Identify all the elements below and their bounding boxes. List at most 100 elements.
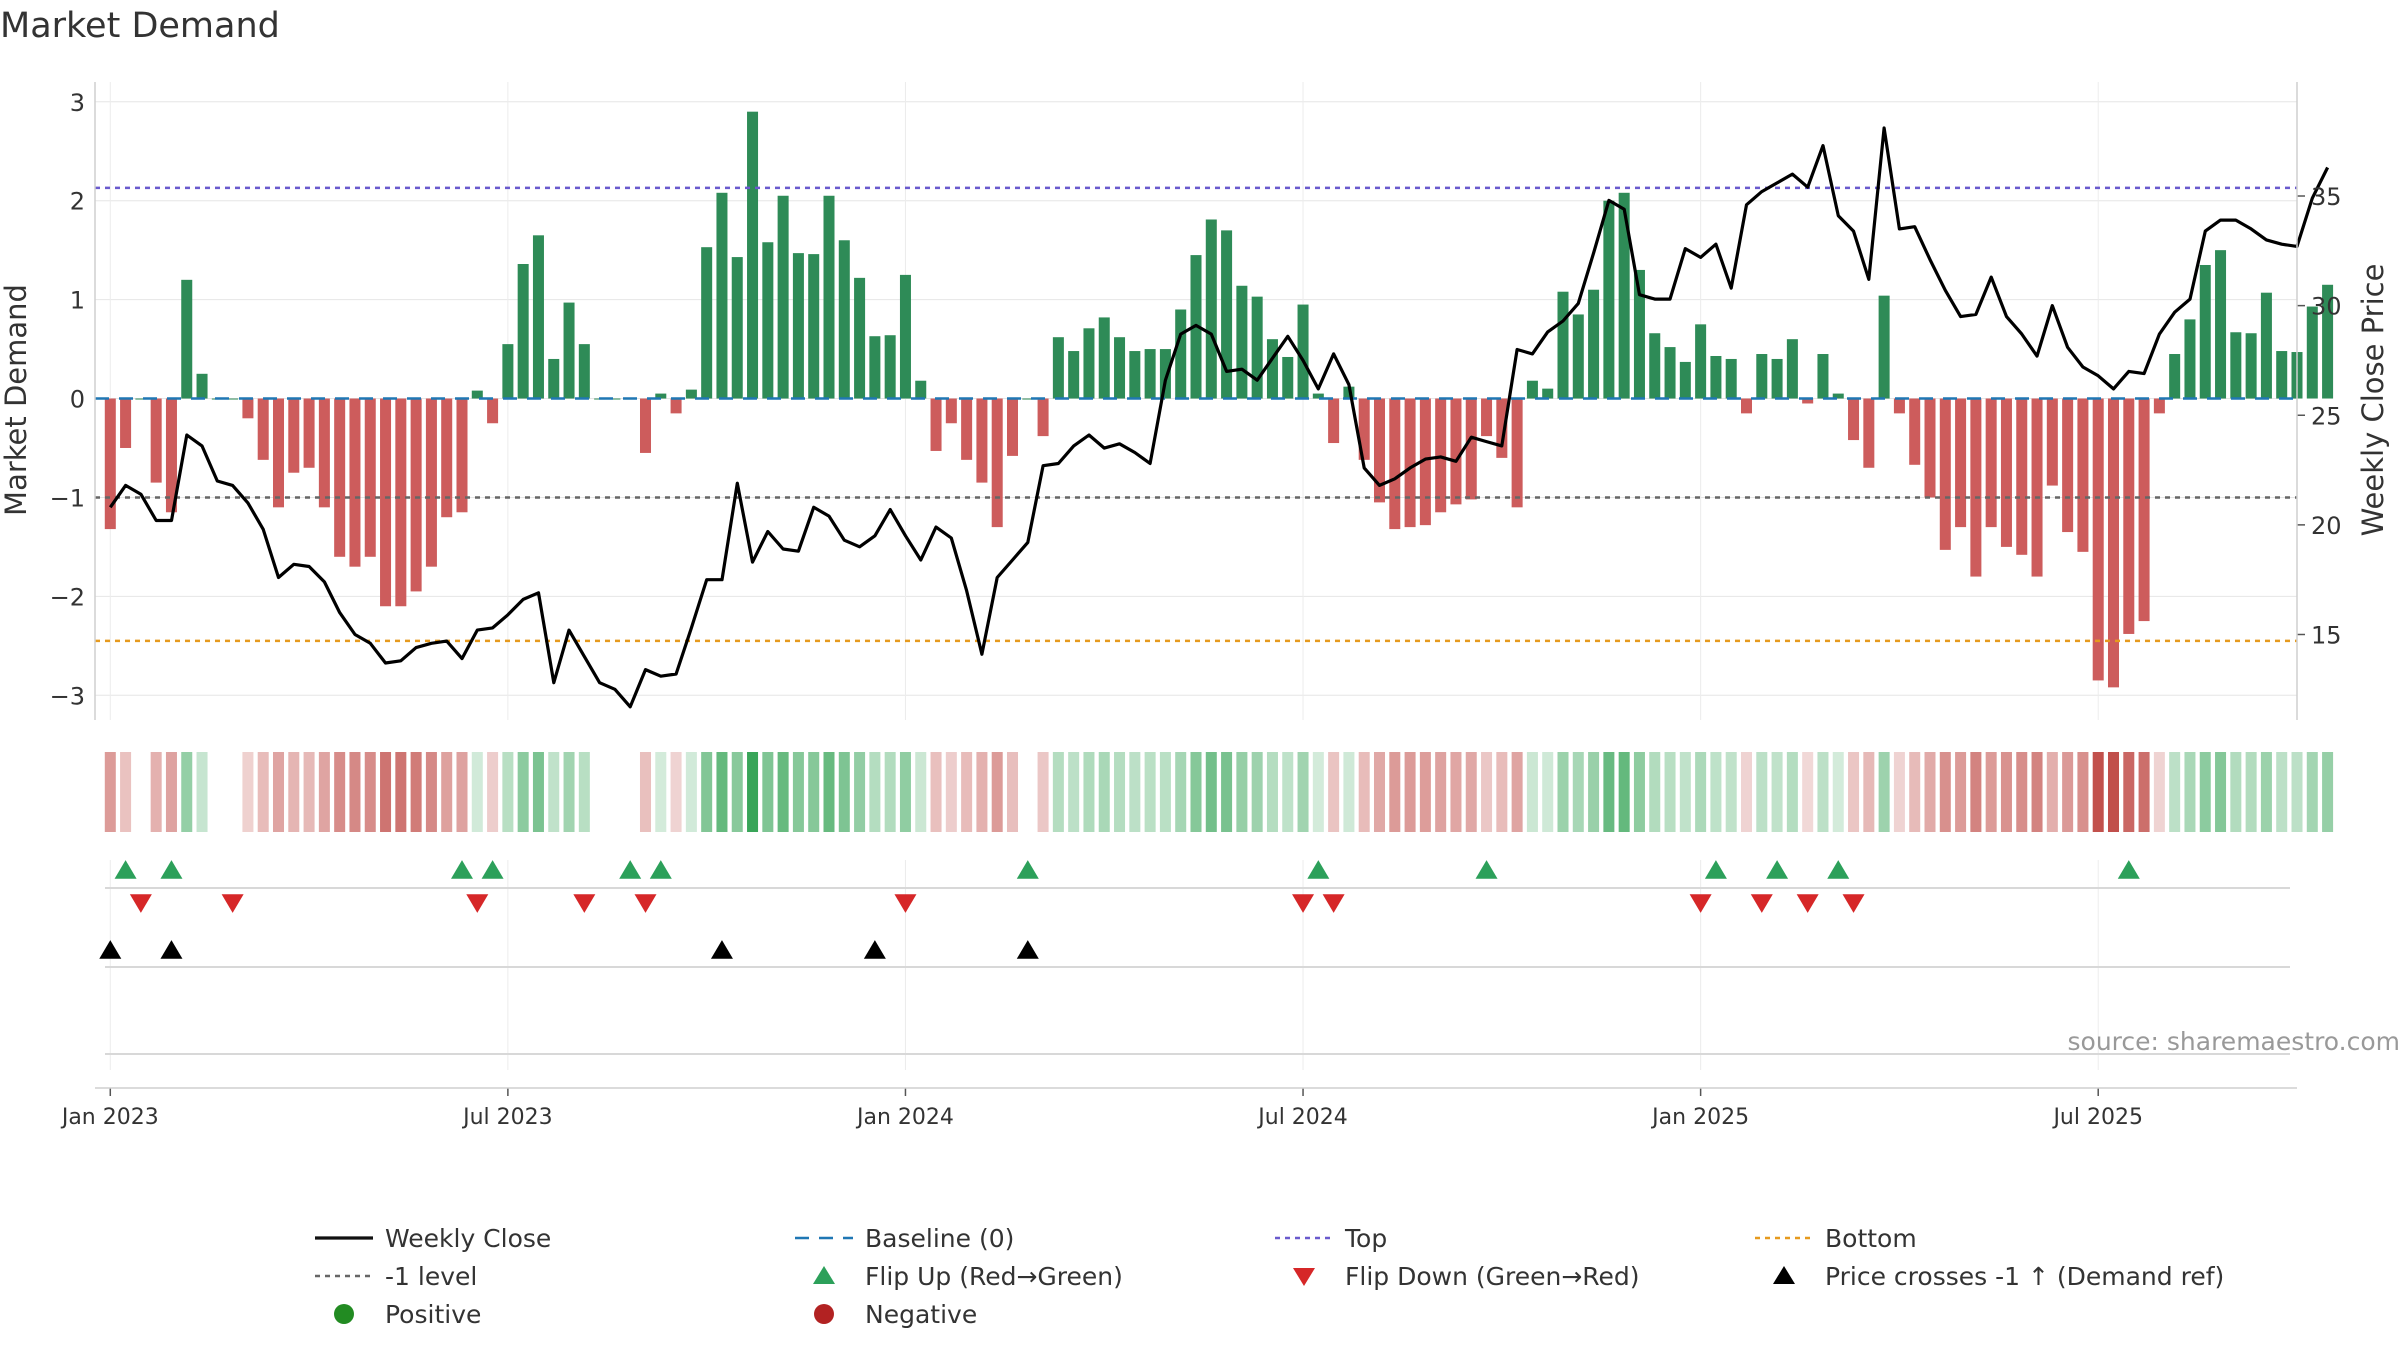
bar-negative bbox=[1909, 398, 1921, 465]
strip-cell bbox=[517, 752, 529, 832]
strip-cell bbox=[792, 752, 804, 832]
legend-label: Baseline (0) bbox=[865, 1224, 1014, 1253]
bar-positive bbox=[196, 373, 208, 399]
y-tick-label-right: 30 bbox=[2311, 293, 2342, 321]
strip-cell bbox=[502, 752, 514, 832]
demand-strip bbox=[104, 752, 2334, 832]
bar-negative bbox=[349, 398, 361, 567]
strip-cell bbox=[2306, 752, 2318, 832]
strip-cell bbox=[2153, 752, 2165, 832]
bar-positive bbox=[1679, 361, 1691, 399]
bar-positive bbox=[1664, 347, 1676, 399]
legend-item: Bottom bbox=[1755, 1224, 1917, 1253]
strip-cell bbox=[1695, 752, 1707, 832]
bar-positive bbox=[2260, 292, 2272, 399]
bar-positive bbox=[517, 264, 529, 399]
bar-positive bbox=[1266, 339, 1278, 399]
bar-positive bbox=[135, 398, 147, 400]
bar-negative bbox=[1006, 398, 1019, 456]
strip-cell bbox=[303, 752, 315, 832]
bar-negative bbox=[1465, 398, 1477, 500]
bar-positive bbox=[532, 235, 544, 399]
strip-cell bbox=[395, 752, 407, 832]
bar-negative bbox=[2092, 398, 2104, 681]
bar-positive bbox=[777, 195, 789, 399]
bar-negative bbox=[1955, 398, 1967, 528]
strip-cell bbox=[1802, 752, 1814, 832]
bar-negative bbox=[2077, 398, 2089, 552]
strip-cell bbox=[1970, 752, 1982, 832]
bar-positive bbox=[884, 335, 896, 399]
legend-label: Price crosses -1 ↑ (Demand ref) bbox=[1825, 1262, 2224, 1291]
bar-negative bbox=[334, 398, 346, 557]
bar-positive bbox=[685, 389, 697, 399]
bar-negative bbox=[487, 398, 499, 424]
strip-cell bbox=[2138, 752, 2150, 832]
strip-cell bbox=[1373, 752, 1386, 832]
strip-cell bbox=[1588, 752, 1600, 832]
bar-positive bbox=[823, 195, 835, 399]
bar-positive bbox=[2199, 264, 2211, 399]
strip-cell bbox=[242, 752, 254, 832]
weekly-close-line bbox=[108, 126, 2330, 709]
x-tick-label: Jan 2024 bbox=[855, 1105, 954, 1130]
strip-cell bbox=[181, 752, 193, 832]
strip-cell bbox=[1419, 752, 1431, 832]
strip-cell bbox=[2046, 752, 2058, 832]
bar-negative bbox=[1328, 398, 1340, 444]
legend-item: Positive bbox=[334, 1300, 481, 1329]
bar-negative bbox=[272, 398, 285, 508]
strip-cell bbox=[2077, 752, 2089, 832]
strip-cell bbox=[2062, 752, 2074, 832]
x-tick-label: Jan 2025 bbox=[1650, 1105, 1749, 1130]
y-tick-label-left: 0 bbox=[70, 386, 85, 414]
strip-cell bbox=[915, 752, 927, 832]
flip-down-marker bbox=[894, 894, 917, 913]
legend-swatch-triangle-up bbox=[813, 1266, 835, 1284]
bar-negative bbox=[1740, 398, 1753, 414]
strip-cell bbox=[532, 752, 544, 832]
flip-up-marker bbox=[481, 860, 504, 879]
strip-cell bbox=[257, 752, 269, 832]
bar-positive bbox=[2322, 284, 2334, 399]
flip-down-marker bbox=[129, 894, 152, 913]
bar-negative bbox=[2062, 398, 2074, 533]
flip-down-marker bbox=[1322, 894, 1345, 913]
bar-positive bbox=[578, 344, 590, 399]
bar-negative bbox=[2046, 398, 2058, 486]
strip-cell bbox=[991, 752, 1003, 832]
strip-cell bbox=[639, 752, 652, 832]
legend-label: Bottom bbox=[1825, 1224, 1917, 1253]
legend-item: Flip Up (Red→Green) bbox=[813, 1262, 1123, 1291]
bar-positive bbox=[655, 393, 667, 399]
x-tick-label: Jul 2025 bbox=[2051, 1105, 2143, 1130]
bar-negative bbox=[2123, 398, 2135, 634]
strip-cell bbox=[1266, 752, 1278, 832]
strip-cell bbox=[1955, 752, 1967, 832]
bar-positive bbox=[1817, 354, 1829, 399]
strip-cell bbox=[1389, 752, 1401, 832]
strip-cell bbox=[1603, 752, 1615, 832]
strip-cell bbox=[701, 752, 713, 832]
flip-down-marker bbox=[1796, 894, 1819, 913]
bar-positive bbox=[747, 111, 759, 399]
bar-negative bbox=[257, 398, 269, 460]
bar-negative bbox=[456, 398, 468, 513]
strip-cell bbox=[2000, 752, 2012, 832]
bar-positive bbox=[471, 390, 483, 399]
strip-cell bbox=[777, 752, 789, 832]
strip-cell bbox=[318, 752, 330, 832]
flip-up-marker bbox=[2117, 860, 2140, 879]
legend-label: Positive bbox=[385, 1300, 481, 1329]
strip-cell bbox=[2031, 752, 2043, 832]
bar-negative bbox=[1037, 398, 1049, 437]
bar-positive bbox=[1542, 388, 1554, 399]
strip-cell bbox=[961, 752, 973, 832]
strip-cell bbox=[1083, 752, 1095, 832]
strip-cell bbox=[120, 752, 132, 832]
strip-cell bbox=[747, 752, 759, 832]
bar-positive bbox=[1114, 337, 1126, 399]
strip-cell bbox=[2169, 752, 2181, 832]
legend-item: Price crosses -1 ↑ (Demand ref) bbox=[1773, 1262, 2224, 1291]
price-cross-marker bbox=[863, 940, 886, 959]
